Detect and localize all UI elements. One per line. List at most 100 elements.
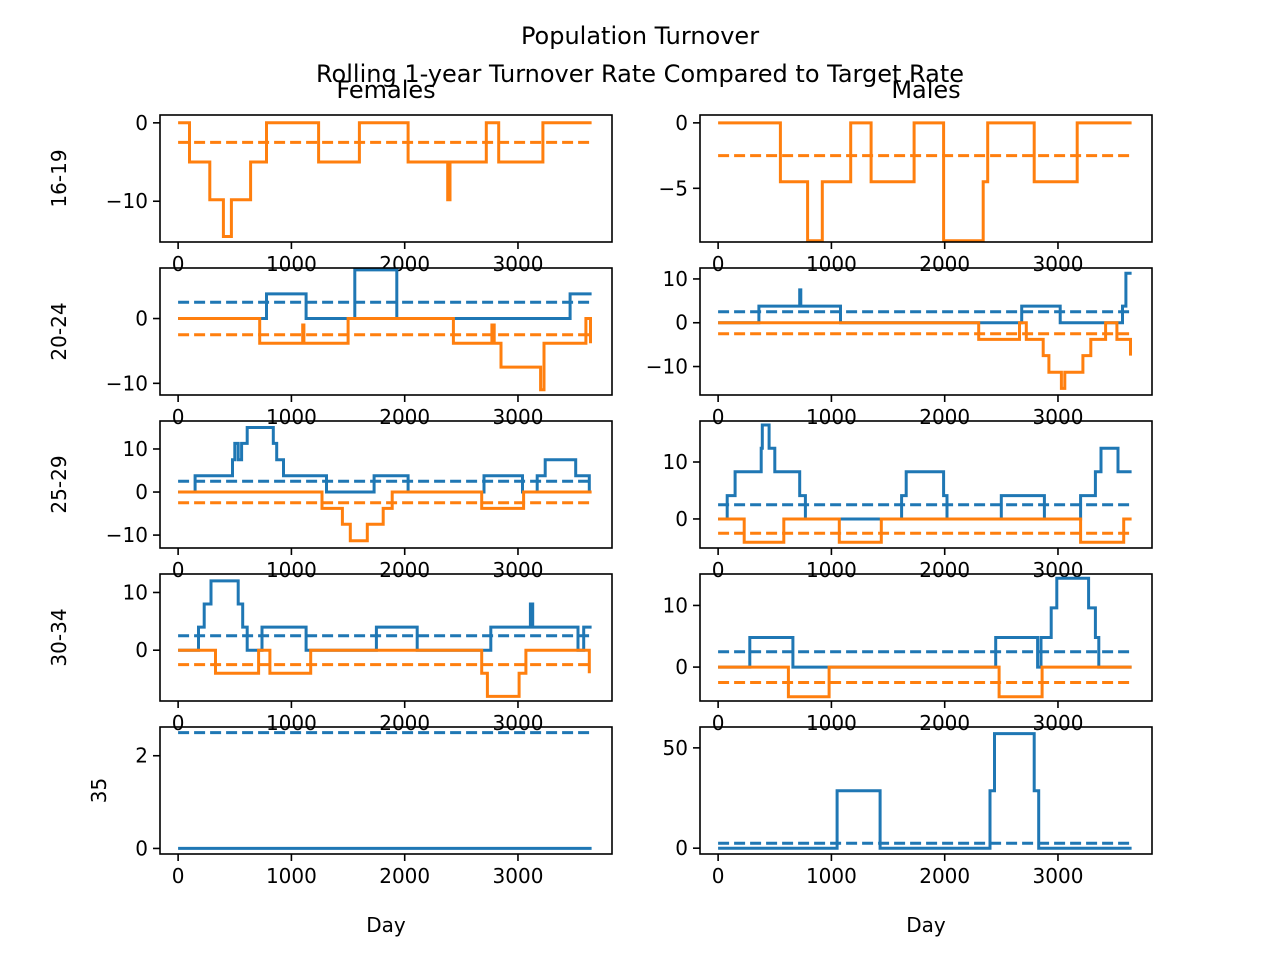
row-label: 16-19 — [47, 149, 71, 207]
y-tick-label: 50 — [663, 736, 688, 760]
y-tick-label: 0 — [675, 836, 688, 860]
x-tick-label: 1000 — [266, 558, 317, 582]
turnover-line — [178, 268, 592, 320]
y-tick-label: 0 — [675, 311, 688, 335]
y-tick-label: 0 — [675, 111, 688, 135]
turnover-line — [178, 648, 591, 698]
row-label: 20-24 — [47, 302, 71, 360]
y-tick-label: 0 — [675, 507, 688, 531]
x-tick-label: 1000 — [266, 864, 317, 888]
x-tick-label: 2000 — [379, 558, 430, 582]
y-tick-label: 0 — [135, 111, 148, 135]
x-axis-label: Day — [906, 913, 946, 937]
y-tick-label: 10 — [663, 593, 688, 617]
x-tick-label: 2000 — [379, 252, 430, 276]
turnover-line — [718, 576, 1132, 669]
axes-frame — [159, 420, 613, 549]
axes-frame — [699, 726, 1153, 855]
x-tick-label: 3000 — [1033, 252, 1084, 276]
x-tick-label: 3000 — [493, 711, 544, 735]
column-title: Males — [891, 76, 960, 104]
panel-females-25-29: 0 1000 2000 3000 −10 0 10 25-29 — [47, 420, 613, 582]
axes-frame — [159, 267, 613, 396]
x-tick-label: 3000 — [1033, 711, 1084, 735]
x-tick-label: 0 — [172, 558, 185, 582]
turnover-line — [178, 579, 592, 652]
row-label: 25-29 — [47, 455, 71, 513]
x-axis-label: Day — [366, 913, 406, 937]
y-tick-label: −10 — [106, 189, 148, 213]
panel-males-20-24: 0 1000 2000 3000 −10 0 10 — [646, 267, 1153, 429]
x-tick-label: 1000 — [266, 711, 317, 735]
x-tick-label: 3000 — [1033, 864, 1084, 888]
x-tick-label: 2000 — [379, 711, 430, 735]
x-tick-label: 3000 — [493, 558, 544, 582]
column-title: Females — [336, 76, 435, 104]
y-tick-label: 0 — [135, 638, 148, 662]
x-tick-label: 2000 — [919, 252, 970, 276]
turnover-line — [178, 490, 592, 543]
turnover-line — [178, 426, 591, 494]
y-tick-label: 0 — [135, 480, 148, 504]
x-tick-label: 1000 — [266, 405, 317, 429]
x-tick-label: 0 — [172, 405, 185, 429]
turnover-line — [718, 665, 1132, 699]
x-tick-label: 0 — [712, 558, 725, 582]
x-tick-label: 2000 — [919, 711, 970, 735]
y-tick-label: 10 — [123, 437, 148, 461]
turnover-line — [718, 517, 1132, 544]
x-tick-label: 2000 — [379, 864, 430, 888]
x-tick-label: 1000 — [806, 864, 857, 888]
panel-females-30-34: 0 1000 2000 3000 0 10 30-34 — [47, 573, 613, 735]
axes-frame — [699, 114, 1153, 243]
panel-females-35: 0 1000 2000 3000 0 2 35 Day — [87, 726, 613, 937]
axes-frame — [159, 726, 613, 855]
x-tick-label: 0 — [712, 252, 725, 276]
turnover-line — [718, 271, 1132, 325]
x-tick-label: 0 — [712, 711, 725, 735]
x-tick-label: 1000 — [806, 558, 857, 582]
panel-males-35: 0 1000 2000 3000 0 50 Day — [663, 726, 1153, 937]
turnover-line — [718, 423, 1132, 521]
row-label: 35 — [87, 778, 111, 803]
x-tick-label: 0 — [172, 864, 185, 888]
row-label: 30-34 — [47, 608, 71, 666]
panel-females-20-24: 0 1000 2000 3000 −10 0 20-24 — [47, 267, 613, 429]
x-tick-label: 3000 — [493, 405, 544, 429]
x-tick-label: 1000 — [806, 711, 857, 735]
turnover-line — [718, 121, 1132, 243]
y-tick-label: 10 — [663, 450, 688, 474]
x-tick-label: 1000 — [806, 252, 857, 276]
x-tick-label: 0 — [712, 864, 725, 888]
y-tick-label: 0 — [135, 836, 148, 860]
x-tick-label: 1000 — [266, 252, 317, 276]
axes-frame — [159, 114, 613, 243]
axes-frame — [699, 573, 1153, 702]
x-tick-label: 1000 — [806, 405, 857, 429]
y-tick-label: −10 — [106, 523, 148, 547]
y-tick-label: 0 — [675, 655, 688, 679]
y-tick-label: 2 — [135, 744, 148, 768]
axes-frame — [699, 267, 1153, 396]
turnover-line — [178, 317, 592, 392]
y-tick-label: −10 — [646, 355, 688, 379]
x-tick-label: 0 — [172, 252, 185, 276]
x-tick-label: 2000 — [919, 405, 970, 429]
panel-males-30-34: 0 1000 2000 3000 0 10 — [663, 573, 1153, 735]
figure-title: Population Turnover — [521, 22, 759, 50]
y-tick-label: 10 — [663, 267, 688, 291]
x-tick-label: 2000 — [919, 864, 970, 888]
axes-frame — [699, 420, 1153, 549]
x-tick-label: 0 — [172, 711, 185, 735]
y-tick-label: 10 — [123, 580, 148, 604]
x-tick-label: 3000 — [1033, 405, 1084, 429]
figure-subtitle: Rolling 1-year Turnover Rate Compared to… — [316, 60, 964, 88]
y-tick-label: 0 — [135, 307, 148, 331]
turnover-line — [718, 732, 1132, 850]
x-tick-label: 3000 — [493, 864, 544, 888]
x-tick-label: 2000 — [379, 405, 430, 429]
axes-frame — [159, 573, 613, 702]
turnover-line — [178, 121, 592, 238]
